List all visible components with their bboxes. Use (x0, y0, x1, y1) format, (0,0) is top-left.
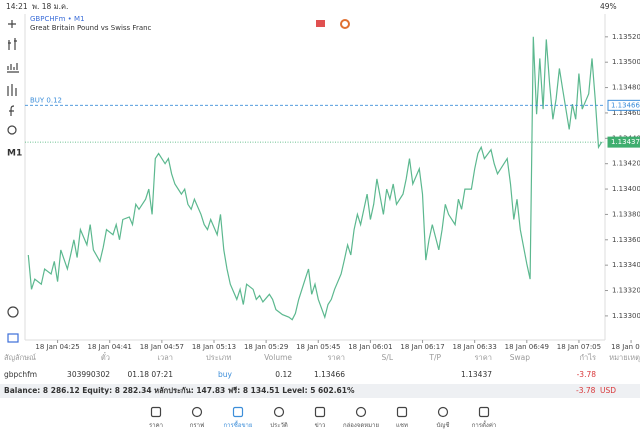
nav-label: กล่องจดหมาย (342, 422, 380, 429)
column-header: ประเภท (206, 353, 232, 362)
x-tick-label: 18 Jan 06:33 (452, 343, 496, 351)
y-tick-label: 1.13360 (612, 236, 640, 244)
nav-icon (273, 406, 285, 418)
y-tick-label: 1.13500 (612, 58, 640, 66)
nav-icon (314, 406, 326, 418)
nav-label: การตั้งค่า (471, 422, 497, 429)
nav-icon (232, 406, 244, 418)
summary-profit: -3.78 (576, 386, 596, 395)
nav-icon (355, 406, 367, 418)
nav-item[interactable]: กล่องจดหมาย (341, 406, 381, 430)
column-header: หมายเหตุ (609, 353, 640, 362)
price-tag-label: 1.13437 (611, 138, 640, 146)
objects-icon[interactable] (7, 125, 17, 135)
chart-subtitle: Great Britain Pound vs Swiss Franc (30, 24, 152, 32)
column-header: S/L (381, 353, 393, 362)
x-tick-label: 18 Jan 07:05 (557, 343, 601, 351)
timeframe[interactable]: M1 (7, 149, 22, 159)
nav-label: บัญชี (436, 422, 450, 429)
nav-item[interactable]: ประวัติ (259, 406, 299, 430)
chart-title: GBPCHFm • M1 (30, 15, 85, 23)
x-tick-label: 18 Jan 06:01 (348, 343, 392, 351)
cell-symbol: gbpchfm (4, 370, 38, 379)
price-tag (607, 136, 640, 148)
y-tick-label: 1.13320 (612, 287, 640, 295)
y-tick-label: 1.13460 (612, 109, 640, 117)
nav-label: การซื้อขาย (223, 422, 253, 429)
price-tag-label: 1.13466 (611, 101, 640, 109)
chart-type-icon[interactable] (8, 38, 17, 50)
y-tick-label: 1.13480 (612, 84, 640, 92)
column-header: Volume (264, 353, 292, 362)
nav-item[interactable]: ราคา (136, 406, 176, 430)
cell-time: 01.18 07:21 (127, 370, 173, 379)
function-icon[interactable] (9, 105, 15, 116)
x-tick-label: 18 Jan 05:45 (296, 343, 340, 351)
cell-open-price: 1.13466 (313, 370, 345, 379)
summary-bar (0, 384, 640, 398)
column-header: ราคา (474, 353, 492, 362)
x-tick-label: 18 Jan 06:49 (505, 343, 549, 351)
level-label: BUY 0.12 (30, 96, 62, 104)
crosshair-icon[interactable] (8, 20, 16, 28)
signal-icon[interactable] (7, 306, 19, 318)
nav-item[interactable]: ข่าว (300, 406, 340, 430)
toolbar-icons (7, 20, 19, 343)
y-tick-label: 1.13340 (612, 261, 640, 269)
cell-ticket: 303990302 (67, 370, 110, 379)
nav-icon (478, 406, 490, 418)
column-header: Swap (509, 353, 530, 362)
nav-item[interactable]: บัญชี (423, 406, 463, 430)
price-tag (607, 99, 640, 111)
x-tick-label: 18 Jan 05:29 (244, 343, 288, 351)
chart: M1 GBPCHFm • M1 Great Britain Pound vs S… (7, 14, 640, 351)
x-tick-label: 18 Jan 04:57 (140, 343, 184, 351)
nav-label: กราฟ (189, 422, 205, 429)
column-header: ราคา (327, 353, 345, 362)
one-click-icon[interactable] (316, 20, 325, 27)
nav-label: ราคา (149, 422, 163, 429)
summary-text: Balance: 8 286.12 Equity: 8 282.34 หลักป… (4, 386, 355, 395)
x-tick-label: 18 Jan 04:41 (88, 343, 132, 351)
nav-label: ประวัติ (270, 422, 288, 429)
x-tick-label: 18 Jan 05:13 (192, 343, 236, 351)
column-header: กำไร (579, 353, 596, 362)
nav-item[interactable]: การตั้งค่า (464, 406, 504, 430)
y-tick-label: 1.13400 (612, 185, 640, 193)
cell-price: 1.13437 (460, 370, 492, 379)
y-tick-label: 1.13300 (612, 312, 640, 320)
nav-item[interactable]: การซื้อขาย (218, 406, 258, 430)
column-header: เวลา (157, 353, 173, 362)
signal-badge[interactable] (340, 19, 350, 29)
nav-icon (191, 406, 203, 418)
column-header: ตั๋ว (100, 353, 110, 362)
settings-icon[interactable] (7, 84, 17, 96)
x-tick-label: 18 Jan 06:17 (400, 343, 444, 351)
column-header: T/P (429, 353, 441, 362)
nav-icon (396, 406, 408, 418)
cell-profit: -3.78 (576, 370, 596, 379)
y-tick-label: 1.13520 (612, 33, 640, 41)
summary-currency: USD (600, 386, 617, 395)
x-tick-label: 18 Jan 04:25 (35, 343, 79, 351)
cell-volume: 0.12 (275, 370, 292, 379)
price-line (27, 36, 603, 321)
x-tick-label: 18 Jan 07:2 (611, 343, 640, 351)
status-date: พ. 18 ม.ค. (32, 2, 69, 11)
nav-item[interactable]: แชท (382, 406, 422, 430)
nav-label: ข่าว (314, 422, 326, 429)
nav-icon (150, 406, 162, 418)
column-header: สัญลักษณ์ (4, 353, 37, 362)
battery: 49% (600, 2, 617, 11)
y-tick-label: 1.13380 (612, 210, 640, 218)
indicators-icon[interactable] (7, 63, 19, 73)
nav-icon (437, 406, 449, 418)
trade-icon[interactable] (7, 333, 19, 343)
nav-label: แชท (396, 422, 408, 429)
cell-type: buy (218, 370, 232, 379)
nav-item[interactable]: กราฟ (177, 406, 217, 430)
status-time: 14:21 (6, 2, 28, 11)
y-tick-label: 1.13420 (612, 160, 640, 168)
